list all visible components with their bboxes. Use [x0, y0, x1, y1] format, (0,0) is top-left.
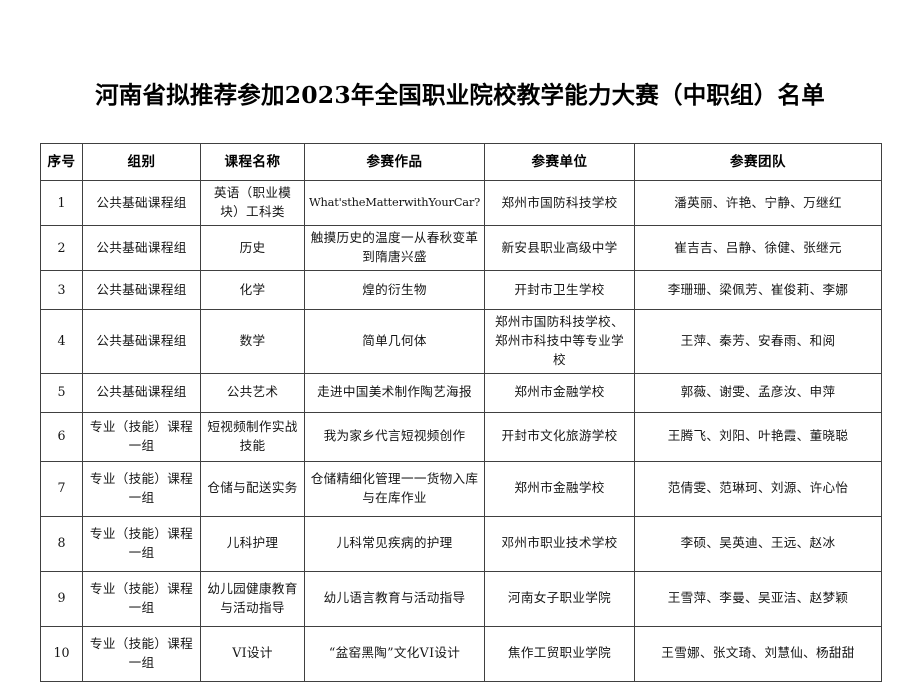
cell-team: 王雪萍、李曼、吴亚洁、赵梦颖	[634, 570, 882, 627]
cell-work: 走进中国美术制作陶艺海报	[304, 372, 485, 413]
table-row: 4 公共基础课程组 数学 简单几何体 郑州市国防科技学校、郑州市科技中等专业学校…	[40, 309, 882, 374]
cell-no: 7	[40, 460, 83, 517]
cell-team: 李硕、吴英迪、王远、赵冰	[634, 515, 882, 572]
cell-work: 我为家乡代言短视频创作	[304, 411, 485, 462]
table-header: 序号 组别 课程名称 参赛作品 参赛单位 参赛团队	[40, 143, 882, 181]
column-header-work: 参赛作品	[304, 143, 485, 181]
cell-no: 5	[40, 372, 83, 413]
cell-course: 数学	[200, 309, 305, 374]
document-page: 河南省拟推荐参加2023年全国职业院校教学能力大赛（中职组）名单 序号 组别 课…	[40, 81, 882, 682]
cell-group: 公共基础课程组	[82, 309, 201, 374]
column-header-no: 序号	[40, 143, 83, 181]
cell-team: 郭薇、谢雯、孟彦汝、申萍	[634, 372, 882, 413]
cell-team: 王腾飞、刘阳、叶艳霞、董晓聪	[634, 411, 882, 462]
cell-no: 10	[40, 625, 83, 682]
cell-team: 崔吉吉、吕静、徐健、张继元	[634, 225, 882, 271]
cell-work: 简单几何体	[304, 309, 485, 374]
table-row: 3 公共基础课程组 化学 煌的衍生物 开封市卫生学校 李珊珊、梁佩芳、崔俊莉、李…	[40, 270, 882, 310]
cell-unit: 郑州市国防科技学校	[484, 180, 635, 226]
table-row: 7 专业（技能）课程一组 仓储与配送实务 仓储精细化管理一一货物入库与在库作业 …	[40, 460, 882, 517]
cell-course: 历史	[200, 225, 305, 271]
cell-course: 仓储与配送实务	[200, 460, 305, 517]
participant-list-table-container: 序号 组别 课程名称 参赛作品 参赛单位 参赛团队 1 公共基础课程组 英语（职…	[40, 143, 882, 682]
cell-course: 幼儿园健康教育与活动指导	[200, 570, 305, 627]
cell-work: 儿科常见疾病的护理	[304, 515, 485, 572]
cell-work: 触摸历史的温度一从春秋变革到隋唐兴盛	[304, 225, 485, 271]
cell-team: 王萍、秦芳、安春雨、和阅	[634, 309, 882, 374]
cell-group: 公共基础课程组	[82, 270, 201, 310]
cell-work: 幼儿语言教育与活动指导	[304, 570, 485, 627]
column-header-group: 组别	[82, 143, 201, 181]
cell-team: 李珊珊、梁佩芳、崔俊莉、李娜	[634, 270, 882, 310]
table-header-row: 序号 组别 课程名称 参赛作品 参赛单位 参赛团队	[40, 143, 882, 181]
table-row: 5 公共基础课程组 公共艺术 走进中国美术制作陶艺海报 郑州市金融学校 郭薇、谢…	[40, 372, 882, 413]
cell-no: 2	[40, 225, 83, 271]
cell-group: 公共基础课程组	[82, 180, 201, 226]
cell-team: 范倩雯、范琳珂、刘源、许心怡	[634, 460, 882, 517]
cell-group: 专业（技能）课程一组	[82, 570, 201, 627]
cell-team: 潘英丽、许艳、宁静、万继红	[634, 180, 882, 226]
cell-course: 公共艺术	[200, 372, 305, 413]
cell-course: 儿科护理	[200, 515, 305, 572]
cell-course: 英语（职业模块）工科类	[200, 180, 305, 226]
cell-no: 1	[40, 180, 83, 226]
cell-no: 8	[40, 515, 83, 572]
cell-work: 煌的衍生物	[304, 270, 485, 310]
cell-work: “盆窑黑陶”文化VI设计	[304, 625, 485, 682]
cell-no: 3	[40, 270, 83, 310]
column-header-unit: 参赛单位	[484, 143, 635, 181]
cell-work: What'stheMatterwithYourCar?	[304, 180, 485, 226]
cell-group: 专业（技能）课程一组	[82, 411, 201, 462]
cell-group: 专业（技能）课程一组	[82, 625, 201, 682]
cell-group: 专业（技能）课程一组	[82, 460, 201, 517]
table-row: 8 专业（技能）课程一组 儿科护理 儿科常见疾病的护理 邓州市职业技术学校 李硕…	[40, 515, 882, 572]
cell-course: VI设计	[200, 625, 305, 682]
cell-unit: 邓州市职业技术学校	[484, 515, 635, 572]
cell-unit: 新安县职业高级中学	[484, 225, 635, 271]
cell-team: 王雪娜、张文琦、刘慧仙、杨甜甜	[634, 625, 882, 682]
cell-unit: 开封市文化旅游学校	[484, 411, 635, 462]
table-row: 6 专业（技能）课程一组 短视频制作实战技能 我为家乡代言短视频创作 开封市文化…	[40, 411, 882, 462]
column-header-team: 参赛团队	[634, 143, 882, 181]
cell-unit: 郑州市国防科技学校、郑州市科技中等专业学校	[484, 309, 635, 374]
cell-unit: 焦作工贸职业学院	[484, 625, 635, 682]
cell-unit: 河南女子职业学院	[484, 570, 635, 627]
cell-unit: 郑州市金融学校	[484, 372, 635, 413]
column-header-course: 课程名称	[200, 143, 305, 181]
table-row: 2 公共基础课程组 历史 触摸历史的温度一从春秋变革到隋唐兴盛 新安县职业高级中…	[40, 225, 882, 271]
cell-no: 6	[40, 411, 83, 462]
cell-no: 4	[40, 309, 83, 374]
table-body: 1 公共基础课程组 英语（职业模块）工科类 What'stheMatterwit…	[40, 180, 882, 682]
cell-work: 仓储精细化管理一一货物入库与在库作业	[304, 460, 485, 517]
cell-course: 化学	[200, 270, 305, 310]
table-row: 10 专业（技能）课程一组 VI设计 “盆窑黑陶”文化VI设计 焦作工贸职业学院…	[40, 625, 882, 682]
table-row: 9 专业（技能）课程一组 幼儿园健康教育与活动指导 幼儿语言教育与活动指导 河南…	[40, 570, 882, 627]
cell-unit: 开封市卫生学校	[484, 270, 635, 310]
cell-group: 公共基础课程组	[82, 225, 201, 271]
table-row: 1 公共基础课程组 英语（职业模块）工科类 What'stheMatterwit…	[40, 180, 882, 226]
participant-list-table: 序号 组别 课程名称 参赛作品 参赛单位 参赛团队 1 公共基础课程组 英语（职…	[40, 143, 882, 682]
cell-course: 短视频制作实战技能	[200, 411, 305, 462]
page-title: 河南省拟推荐参加2023年全国职业院校教学能力大赛（中职组）名单	[95, 81, 825, 109]
cell-unit: 郑州市金融学校	[484, 460, 635, 517]
cell-no: 9	[40, 570, 83, 627]
cell-group: 公共基础课程组	[82, 372, 201, 413]
cell-group: 专业（技能）课程一组	[82, 515, 201, 572]
